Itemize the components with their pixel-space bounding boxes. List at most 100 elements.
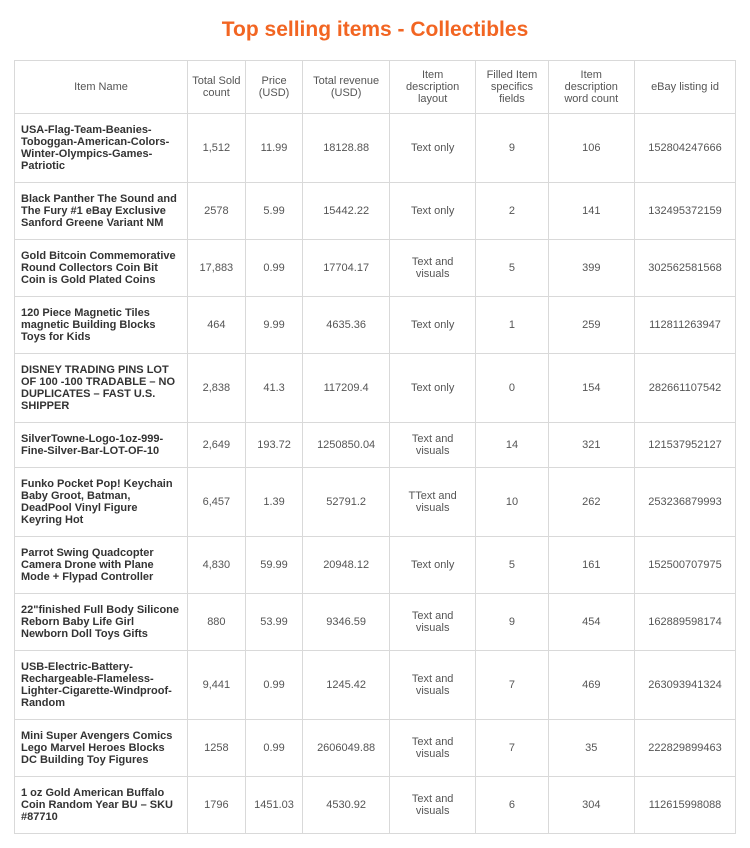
cell-listing_id: 263093941324 <box>635 651 736 720</box>
cell-layout: Text only <box>389 183 476 240</box>
cell-sold: 2,649 <box>188 423 246 468</box>
cell-layout: Text only <box>389 297 476 354</box>
cell-wordcount: 454 <box>548 594 635 651</box>
cell-fields: 5 <box>476 240 548 297</box>
cell-price: 59.99 <box>245 537 303 594</box>
cell-fields: 5 <box>476 537 548 594</box>
cell-price: 1451.03 <box>245 777 303 834</box>
cell-fields: 7 <box>476 720 548 777</box>
table-row: SilverTowne-Logo-1oz-999-Fine-Silver-Bar… <box>15 423 736 468</box>
cell-layout: Text and visuals <box>389 720 476 777</box>
cell-layout: Text and visuals <box>389 423 476 468</box>
cell-revenue: 4635.36 <box>303 297 390 354</box>
col-sold: Total Sold count <box>188 61 246 114</box>
cell-sold: 1,512 <box>188 114 246 183</box>
cell-name: Parrot Swing Quadcopter Camera Drone wit… <box>15 537 188 594</box>
cell-listing_id: 162889598174 <box>635 594 736 651</box>
cell-sold: 9,441 <box>188 651 246 720</box>
cell-price: 193.72 <box>245 423 303 468</box>
cell-sold: 2,838 <box>188 354 246 423</box>
table-row: 120 Piece Magnetic Tiles magnetic Buildi… <box>15 297 736 354</box>
top-selling-table: Item NameTotal Sold countPrice (USD)Tota… <box>14 60 736 834</box>
col-listing_id: eBay listing id <box>635 61 736 114</box>
cell-price: 9.99 <box>245 297 303 354</box>
cell-sold: 2578 <box>188 183 246 240</box>
col-layout: Item description layout <box>389 61 476 114</box>
cell-sold: 1796 <box>188 777 246 834</box>
table-header-row: Item NameTotal Sold countPrice (USD)Tota… <box>15 61 736 114</box>
cell-revenue: 18128.88 <box>303 114 390 183</box>
cell-revenue: 52791.2 <box>303 468 390 537</box>
col-fields: Filled Item specifics fields <box>476 61 548 114</box>
cell-listing_id: 112811263947 <box>635 297 736 354</box>
cell-fields: 9 <box>476 114 548 183</box>
col-revenue: Total revenue (USD) <box>303 61 390 114</box>
cell-wordcount: 399 <box>548 240 635 297</box>
cell-sold: 17,883 <box>188 240 246 297</box>
cell-name: Mini Super Avengers Comics Lego Marvel H… <box>15 720 188 777</box>
cell-fields: 6 <box>476 777 548 834</box>
cell-price: 11.99 <box>245 114 303 183</box>
cell-listing_id: 253236879993 <box>635 468 736 537</box>
cell-layout: Text only <box>389 537 476 594</box>
cell-listing_id: 222829899463 <box>635 720 736 777</box>
cell-name: Black Panther The Sound and The Fury #1 … <box>15 183 188 240</box>
cell-fields: 14 <box>476 423 548 468</box>
table-row: 22"finished Full Body Silicone Reborn Ba… <box>15 594 736 651</box>
cell-price: 0.99 <box>245 720 303 777</box>
cell-wordcount: 35 <box>548 720 635 777</box>
cell-layout: Text and visuals <box>389 240 476 297</box>
cell-name: 120 Piece Magnetic Tiles magnetic Buildi… <box>15 297 188 354</box>
table-row: DISNEY TRADING PINS LOT OF 100 -100 TRAD… <box>15 354 736 423</box>
cell-fields: 2 <box>476 183 548 240</box>
cell-wordcount: 161 <box>548 537 635 594</box>
cell-name: DISNEY TRADING PINS LOT OF 100 -100 TRAD… <box>15 354 188 423</box>
cell-wordcount: 321 <box>548 423 635 468</box>
table-row: USB-Electric-Battery-Rechargeable-Flamel… <box>15 651 736 720</box>
cell-sold: 6,457 <box>188 468 246 537</box>
cell-revenue: 2606049.88 <box>303 720 390 777</box>
cell-name: Funko Pocket Pop! Keychain Baby Groot, B… <box>15 468 188 537</box>
table-row: 1 oz Gold American Buffalo Coin Random Y… <box>15 777 736 834</box>
cell-fields: 7 <box>476 651 548 720</box>
cell-layout: Text and visuals <box>389 651 476 720</box>
cell-sold: 4,830 <box>188 537 246 594</box>
cell-revenue: 15442.22 <box>303 183 390 240</box>
cell-wordcount: 259 <box>548 297 635 354</box>
cell-revenue: 1245.42 <box>303 651 390 720</box>
cell-price: 0.99 <box>245 240 303 297</box>
cell-revenue: 117209.4 <box>303 354 390 423</box>
table-row: Funko Pocket Pop! Keychain Baby Groot, B… <box>15 468 736 537</box>
cell-layout: Text only <box>389 354 476 423</box>
cell-listing_id: 132495372159 <box>635 183 736 240</box>
cell-wordcount: 469 <box>548 651 635 720</box>
cell-name: USA-Flag-Team-Beanies-Toboggan-American-… <box>15 114 188 183</box>
cell-price: 53.99 <box>245 594 303 651</box>
cell-revenue: 9346.59 <box>303 594 390 651</box>
cell-layout: Text and visuals <box>389 594 476 651</box>
cell-name: Gold Bitcoin Commemorative Round Collect… <box>15 240 188 297</box>
cell-wordcount: 154 <box>548 354 635 423</box>
cell-layout: Text and visuals <box>389 777 476 834</box>
cell-sold: 464 <box>188 297 246 354</box>
table-row: Mini Super Avengers Comics Lego Marvel H… <box>15 720 736 777</box>
cell-sold: 880 <box>188 594 246 651</box>
cell-listing_id: 112615998088 <box>635 777 736 834</box>
cell-sold: 1258 <box>188 720 246 777</box>
table-row: Black Panther The Sound and The Fury #1 … <box>15 183 736 240</box>
cell-fields: 1 <box>476 297 548 354</box>
cell-name: 22"finished Full Body Silicone Reborn Ba… <box>15 594 188 651</box>
col-price: Price (USD) <box>245 61 303 114</box>
cell-layout: TText and visuals <box>389 468 476 537</box>
table-row: Gold Bitcoin Commemorative Round Collect… <box>15 240 736 297</box>
cell-revenue: 4530.92 <box>303 777 390 834</box>
cell-revenue: 1250850.04 <box>303 423 390 468</box>
cell-fields: 10 <box>476 468 548 537</box>
cell-price: 0.99 <box>245 651 303 720</box>
cell-fields: 0 <box>476 354 548 423</box>
cell-listing_id: 282661107542 <box>635 354 736 423</box>
cell-listing_id: 152804247666 <box>635 114 736 183</box>
cell-name: 1 oz Gold American Buffalo Coin Random Y… <box>15 777 188 834</box>
cell-name: USB-Electric-Battery-Rechargeable-Flamel… <box>15 651 188 720</box>
cell-wordcount: 106 <box>548 114 635 183</box>
